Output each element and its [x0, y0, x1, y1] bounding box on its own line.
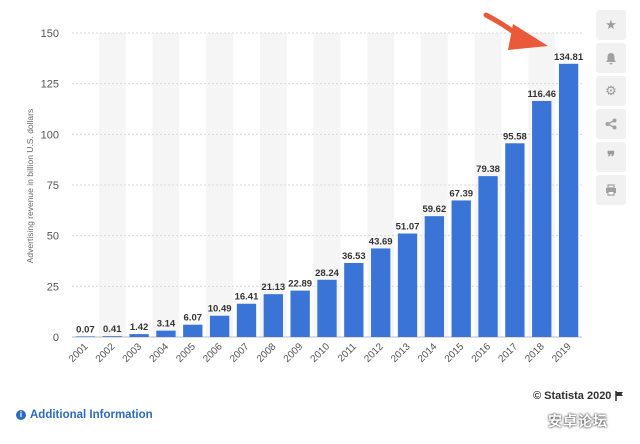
bar-2012 — [371, 248, 391, 337]
x-tick-2002: 2002 — [94, 341, 118, 365]
credit-text: © Statista 2020 — [533, 390, 612, 402]
gear-icon[interactable]: ⚙ — [596, 76, 626, 106]
y-tick-50: 50 — [47, 231, 59, 243]
x-tick-2001: 2001 — [67, 341, 91, 365]
x-tick-2012: 2012 — [362, 341, 386, 365]
statista-credit[interactable]: © Statista 2020 — [533, 390, 624, 402]
x-tick-2016: 2016 — [470, 341, 494, 365]
data-label-2017: 95.58 — [503, 131, 527, 142]
x-tick-2014: 2014 — [416, 341, 440, 365]
arrow-head — [508, 24, 548, 50]
y-axis-ticks: 0 25 50 75 100 125 150 — [41, 28, 59, 344]
bar-2006 — [209, 315, 230, 337]
bar-2014 — [424, 216, 445, 337]
bar-2005 — [183, 324, 203, 337]
additional-information-link[interactable]: i Additional Information — [16, 409, 153, 421]
x-tick-2006: 2006 — [201, 341, 225, 365]
additional-information-label: Additional Information — [30, 409, 153, 421]
x-tick-2004: 2004 — [148, 341, 172, 365]
y-tick-100: 100 — [41, 129, 59, 141]
print-icon[interactable] — [596, 175, 626, 205]
bar-2015 — [451, 200, 471, 337]
bar-2016 — [478, 176, 498, 337]
data-label-2013: 51.07 — [396, 221, 420, 232]
bell-icon[interactable] — [596, 43, 626, 73]
x-tick-2017: 2017 — [497, 341, 521, 365]
bar-2013 — [397, 233, 418, 337]
data-label-2005: 6.07 — [184, 313, 203, 324]
y-tick-150: 150 — [41, 28, 59, 40]
x-tick-2005: 2005 — [174, 341, 198, 365]
y-tick-25: 25 — [47, 281, 59, 293]
x-tick-2013: 2013 — [389, 341, 413, 365]
data-label-2010: 28.24 — [315, 268, 339, 279]
y-axis-label: Advertising revenue in billion U.S. doll… — [25, 109, 35, 264]
bar-2008 — [263, 294, 283, 337]
share-icon[interactable] — [596, 109, 626, 139]
bars — [75, 63, 579, 338]
x-tick-2007: 2007 — [228, 341, 252, 365]
data-label-2003: 1.42 — [130, 322, 149, 333]
data-label-2015: 67.39 — [449, 188, 473, 199]
bar-2001 — [75, 336, 96, 337]
x-tick-2019: 2019 — [550, 341, 574, 365]
x-tick-2010: 2010 — [309, 341, 333, 365]
info-icon: i — [16, 410, 26, 420]
bar-2018 — [532, 100, 552, 338]
sidebar-toolbar: ★ ⚙ ❞ — [596, 10, 626, 205]
x-tick-2008: 2008 — [255, 341, 279, 365]
bar-2007 — [236, 303, 257, 337]
data-label-2004: 3.14 — [157, 319, 176, 330]
bar-2017 — [505, 143, 525, 337]
data-label-2002: 0.41 — [103, 324, 122, 335]
data-label-2008: 21.13 — [261, 282, 285, 293]
data-label-2001: 0.07 — [76, 324, 95, 335]
flag-icon — [615, 391, 624, 401]
bar-2019 — [558, 63, 579, 337]
data-label-2009: 22.89 — [288, 279, 312, 290]
bar-2011 — [344, 262, 364, 337]
y-tick-125: 125 — [41, 79, 59, 91]
data-label-2016: 79.38 — [476, 164, 500, 175]
bar-2010 — [317, 279, 337, 337]
x-axis-ticks: 2001 2002 2003 2004 2005 2006 2007 2008 2009 2010… — [67, 341, 574, 365]
y-tick-75: 75 — [47, 180, 59, 192]
y-tick-0: 0 — [53, 332, 59, 344]
watermark: 安卓论坛 — [548, 413, 608, 429]
data-label-2018: 116.46 — [527, 89, 556, 100]
x-tick-2015: 2015 — [443, 341, 467, 365]
data-label-2012: 43.69 — [369, 236, 393, 247]
x-tick-2011: 2011 — [336, 341, 359, 364]
x-tick-2009: 2009 — [282, 341, 306, 365]
x-tick-2018: 2018 — [523, 341, 547, 365]
bar-2009 — [290, 290, 310, 337]
data-label-2006: 10.49 — [208, 304, 232, 315]
bar-2004 — [156, 330, 176, 337]
annotation-arrow — [483, 12, 548, 50]
data-label-2011: 36.53 — [342, 251, 366, 262]
data-label-2014: 59.62 — [422, 204, 446, 215]
data-label-2007: 16.41 — [235, 292, 259, 303]
bar-2003 — [129, 334, 149, 337]
star-icon[interactable]: ★ — [596, 10, 626, 40]
quote-icon[interactable]: ❞ — [596, 142, 626, 172]
data-label-2019: 134.81 — [554, 52, 584, 63]
x-tick-2003: 2003 — [121, 341, 145, 365]
bar-2002 — [102, 336, 122, 337]
